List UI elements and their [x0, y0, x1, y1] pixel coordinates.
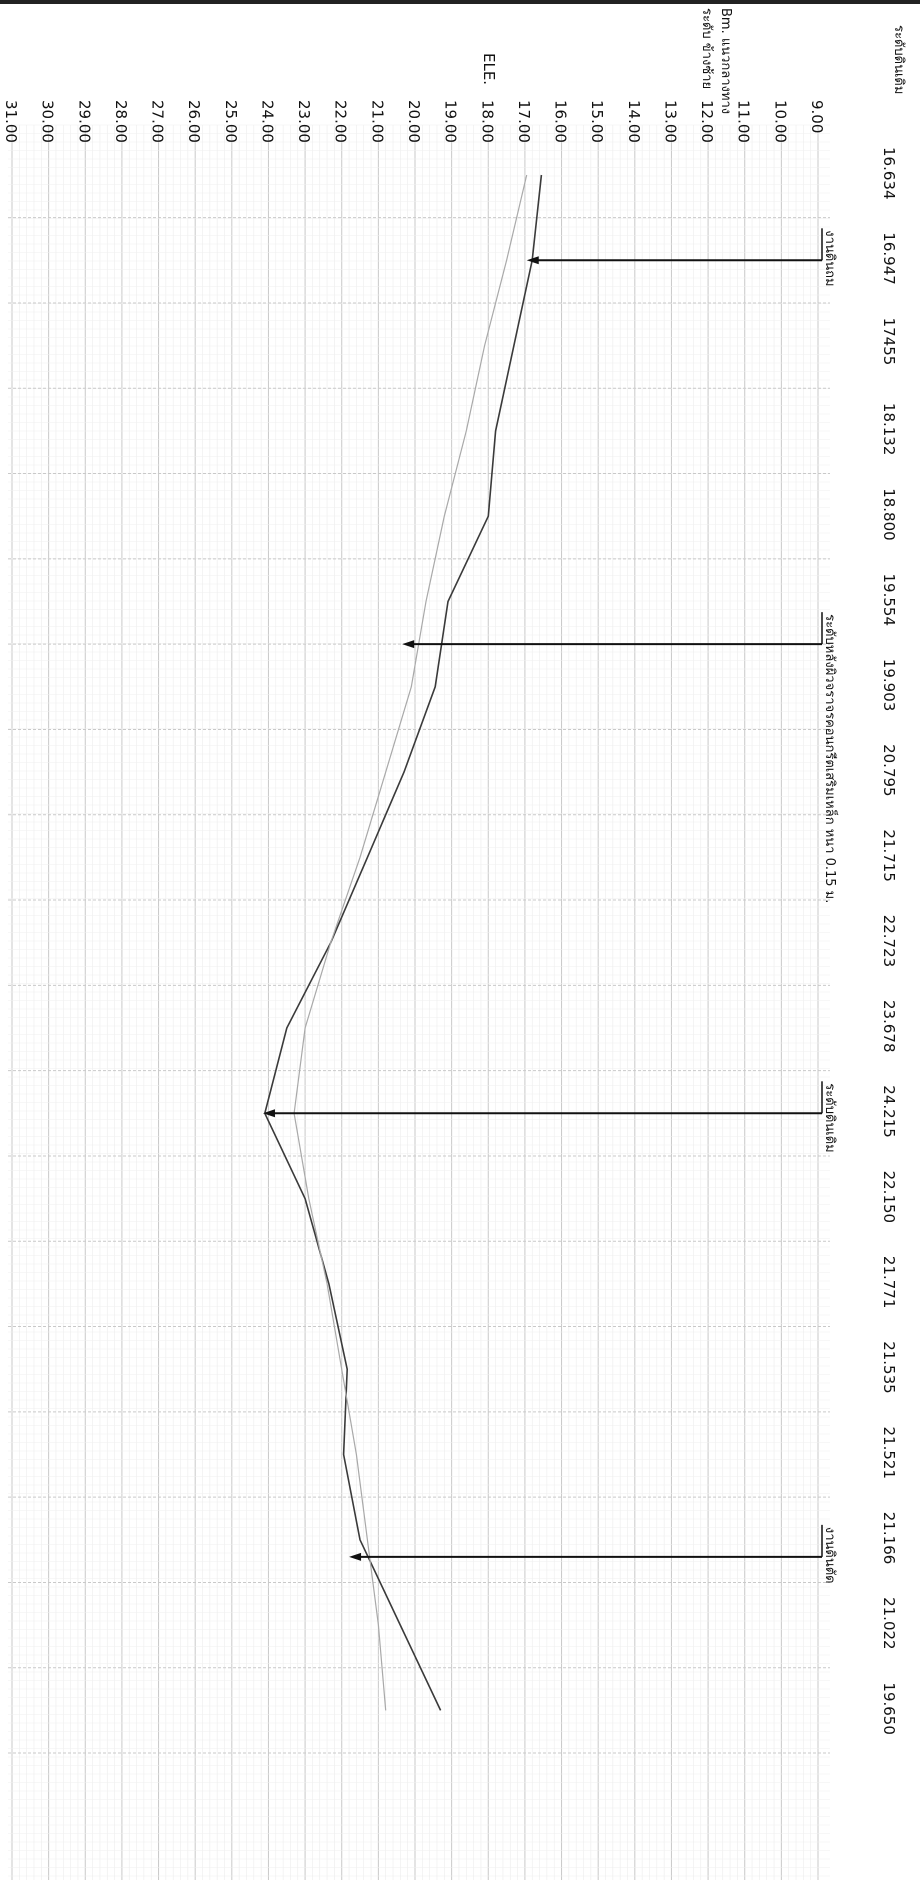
annotation-text: ระดับดินเดิม — [822, 1083, 837, 1152]
elevation-tick-label: 23.00 — [295, 100, 313, 143]
elevation-tick-label: 9.00 — [808, 100, 826, 133]
annotation-arrowhead — [262, 1109, 275, 1118]
elevation-axis-label: ELE. — [480, 53, 498, 85]
elevation-tick-label: 18.00 — [478, 100, 496, 143]
header-label-existing-ground: ระดับดินเดิม — [891, 25, 906, 94]
station-value-label: 18.132 — [880, 403, 898, 456]
station-value-label: 18.800 — [880, 488, 898, 541]
elevation-tick-label: 30.00 — [39, 100, 57, 143]
annotation-arrowhead — [526, 256, 539, 265]
station-value-label: 23.678 — [880, 1000, 898, 1053]
station-value-label: 24.215 — [880, 1085, 898, 1138]
elevation-tick-label: 13.00 — [661, 100, 679, 143]
station-value-label: 17455 — [880, 318, 898, 366]
elevation-tick-label: 14.00 — [625, 100, 643, 143]
annotation: งานดินตัด — [349, 1524, 837, 1584]
annotation-arrowhead — [349, 1552, 362, 1561]
elevation-tick-label: 27.00 — [149, 100, 167, 143]
station-value-label: 21.535 — [880, 1341, 898, 1394]
annotation: ระดับดินเดิม — [262, 1081, 837, 1153]
elevation-tick-label: 28.00 — [112, 100, 130, 143]
elevation-tick-label: 19.00 — [442, 100, 460, 143]
annotation-text: งานดินถม — [822, 230, 837, 286]
header-label-bm-centerline: Bm. แนวกลางทาง — [718, 8, 733, 114]
annotations: งานดินถมระดับหลังผิวจราจรคอนกรีตเสริมเหล… — [262, 228, 840, 1584]
series-line-design-level — [293, 174, 528, 1711]
station-value-label: 21.715 — [880, 829, 898, 882]
elevation-tick-label: 17.00 — [515, 100, 533, 143]
elevation-tick-label: 24.00 — [258, 100, 276, 143]
annotation-text: งานดินตัด — [822, 1527, 837, 1584]
header-label-left-level: ระดับ ข้างซ้าย — [699, 8, 714, 89]
elevation-tick-label: 25.00 — [222, 100, 240, 143]
annotation: ระดับหลังผิวจราจรคอนกรีตเสริมเหล็ก หนา 0… — [402, 612, 840, 903]
station-value-label: 20.795 — [880, 744, 898, 797]
station-value-label: 19.554 — [880, 574, 898, 627]
station-value-label: 21.166 — [880, 1512, 898, 1565]
elevation-tick-labels: 9.00 10.00 11.00 12.00 13.00 14.00 15.00 16.00 1… — [2, 100, 826, 143]
elevation-tick-label: 22.00 — [332, 100, 350, 143]
elevation-tick-label: 21.00 — [368, 100, 386, 143]
elevation-tick-label: 20.00 — [405, 100, 423, 143]
elevation-tick-label: 26.00 — [185, 100, 203, 143]
station-value-label: 22.723 — [880, 915, 898, 968]
station-value-label: 19.650 — [880, 1682, 898, 1735]
top-border — [0, 0, 920, 4]
station-value-label: 22.150 — [880, 1171, 898, 1224]
elevation-tick-label: 15.00 — [588, 100, 606, 143]
annotation: งานดินถม — [526, 228, 837, 287]
annotation-text: ระดับหลังผิวจราจรคอนกรีตเสริมเหล็ก หนา 0… — [822, 614, 840, 903]
station-value-label: 21.771 — [880, 1256, 898, 1309]
station-value-label: 16.947 — [880, 232, 898, 284]
chart-grid — [8, 124, 830, 1880]
elevation-tick-label: 11.00 — [735, 100, 753, 143]
station-value-label: 16.634 — [880, 147, 898, 200]
station-value-label: 19.903 — [880, 659, 898, 712]
elevation-tick-label: 29.00 — [75, 100, 93, 143]
elevation-tick-label: 10.00 — [771, 100, 789, 143]
annotation-arrowhead — [402, 640, 415, 649]
station-value-labels: 16.634 16.947 17455 18.132 18.800 19.554 19.90… — [880, 147, 898, 1735]
elevation-tick-label: 12.00 — [698, 100, 716, 143]
elevation-tick-label: 31.00 — [2, 100, 20, 143]
elevation-tick-label: 16.00 — [552, 100, 570, 143]
station-value-label: 21.022 — [880, 1597, 898, 1650]
series-lines — [263, 174, 543, 1711]
station-value-label: 21.521 — [880, 1427, 898, 1480]
